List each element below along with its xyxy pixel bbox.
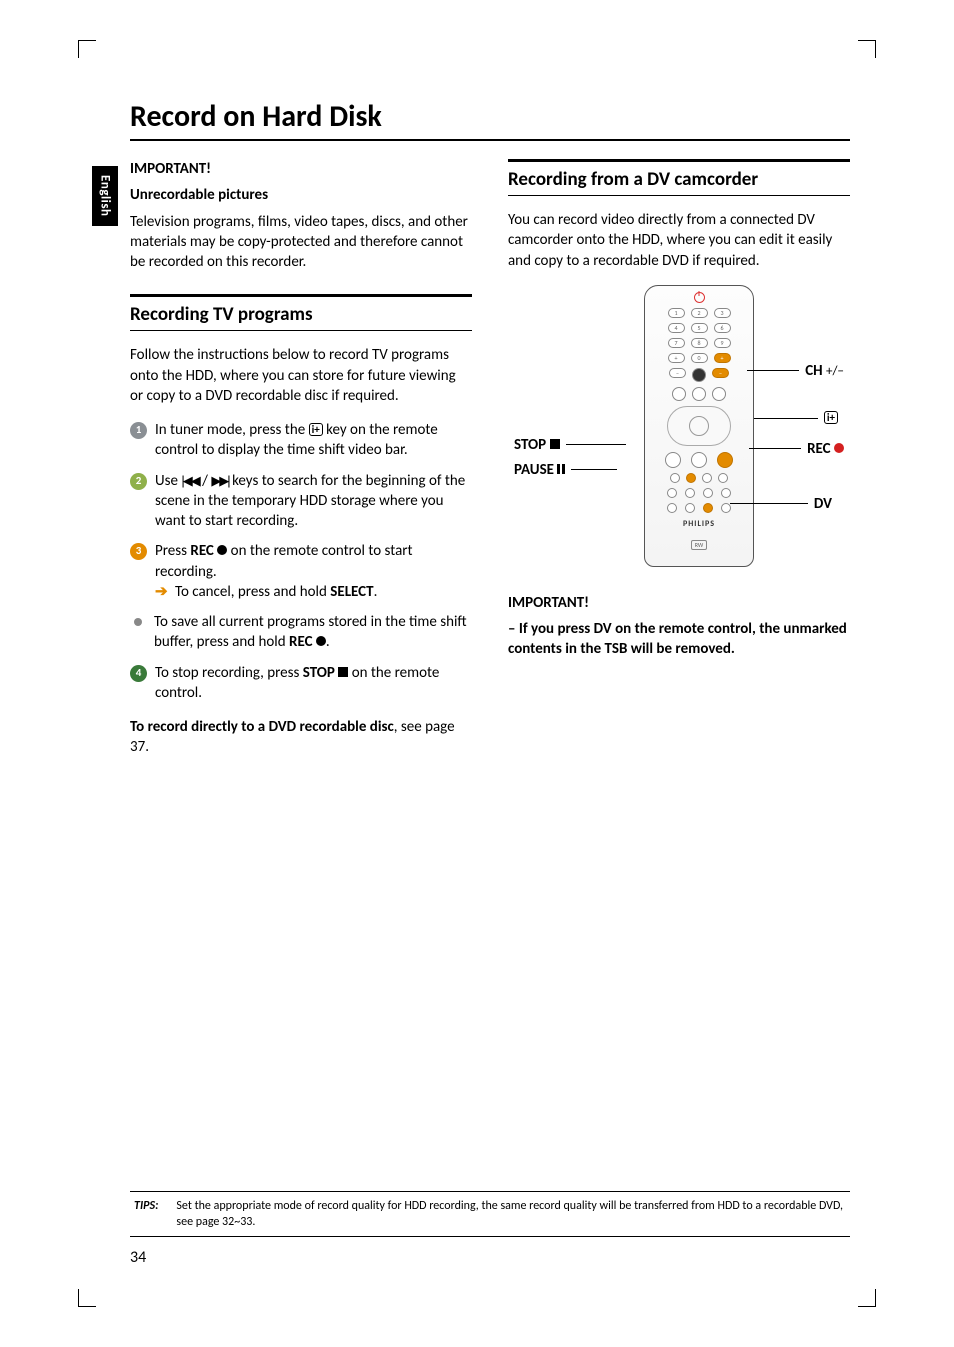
skip-fwd-icon: ▶▶| [211, 472, 228, 490]
callout-iplus: i+ [754, 412, 838, 425]
callout-stop: STOP [514, 436, 626, 454]
stop-icon-2 [550, 439, 560, 449]
step-3-cancel-select: SELECT [330, 583, 373, 601]
transport-row [645, 452, 753, 468]
record-icon-2 [316, 636, 326, 646]
remote-rw-badge: RW [645, 533, 753, 552]
dv-camcorder-heading: Recording from a DV camcorder [508, 159, 850, 196]
step-2-text-a: Use [155, 472, 181, 490]
right-important-heading: IMPORTANT! [508, 594, 589, 612]
remote-stop-btn [665, 452, 681, 468]
iplus-icon: i+ [309, 423, 323, 436]
left-column: IMPORTANT! Unrecordable pictures Televis… [130, 159, 472, 764]
callout-dv: DV [730, 495, 832, 513]
tips-label: TIPS: [134, 1198, 158, 1230]
remote-body: 123 456 789 +0+ −− PHILIPS [644, 285, 754, 567]
step-4-stop-label: STOP [303, 664, 335, 682]
step-1: 1 In tuner mode, press the i+ key on the… [130, 420, 472, 461]
unrecordable-body: Television programs, films, video tapes,… [130, 212, 472, 273]
record-icon [217, 545, 227, 555]
direct-record-a: To record directly to a DVD recordable d… [130, 718, 394, 736]
tips-text: Set the appropriate mode of record quali… [176, 1198, 846, 1230]
remote-brand: PHILIPS [645, 519, 753, 529]
step-2-text-b: keys to search for the beginning of the … [155, 472, 465, 531]
recording-tv-intro: Follow the instructions below to record … [130, 345, 472, 406]
bullet-save: To save all current programs stored in t… [130, 612, 472, 653]
step-3-cancel-c: . [374, 583, 378, 601]
callout-pause: PAUSE [514, 461, 617, 479]
pause-icon [557, 464, 565, 474]
direct-record-note: To record directly to a DVD recordable d… [130, 717, 472, 758]
step-1-text-a: In tuner mode, press the [155, 421, 309, 439]
bullet-save-b: . [326, 633, 330, 651]
step-1-bullet: 1 [130, 422, 147, 439]
step-3-text-a: Press [155, 542, 190, 560]
unrecordable-heading: Unrecordable pictures [130, 186, 268, 204]
skip-back-icon: |◀◀ [181, 472, 198, 490]
remote-rec-btn [717, 452, 733, 468]
language-tab: English [92, 166, 118, 226]
callout-ch: CH +/− [747, 362, 844, 380]
remote-diagram: 123 456 789 +0+ −− PHILIPS [514, 285, 844, 575]
step-3-cancel-a: To cancel, press and hold [175, 583, 330, 601]
record-icon-3 [834, 443, 844, 453]
important-heading: IMPORTANT! [130, 160, 211, 178]
step-3-bullet: 3 [130, 543, 147, 560]
right-important-body: – If you press DV on the remote control,… [508, 620, 847, 658]
callout-rec: REC [749, 440, 844, 458]
page-number: 34 [130, 1248, 146, 1267]
step-4-text-a: To stop recording, press [155, 664, 303, 682]
step-2-bullet: 2 [130, 473, 147, 490]
bullet-dot-icon [134, 618, 142, 626]
arrow-icon: ➔ [155, 583, 168, 601]
dpad [667, 406, 731, 446]
page-title: Record on Hard Disk [130, 98, 850, 141]
stop-icon [338, 667, 348, 677]
step-2: 2 Use |◀◀ / ▶▶| keys to search for the b… [130, 471, 472, 532]
remote-play-btn [691, 452, 707, 468]
bullet-save-rec: REC [289, 633, 312, 651]
crop-mark-bl [78, 1289, 96, 1307]
step-4-bullet: 4 [130, 665, 147, 682]
step-3: 3 Press REC on the remote control to sta… [130, 541, 472, 602]
tips-bar: TIPS: Set the appropriate mode of record… [130, 1191, 850, 1237]
right-column: Recording from a DV camcorder You can re… [508, 159, 850, 764]
recording-tv-heading: Recording TV programs [130, 294, 472, 331]
crop-mark-tl [78, 40, 96, 58]
dv-camcorder-intro: You can record video directly from a con… [508, 210, 850, 271]
step-4: 4 To stop recording, press STOP on the r… [130, 663, 472, 704]
crop-mark-br [858, 1289, 876, 1307]
iplus-icon-2: i+ [824, 411, 838, 424]
step-3-rec-label: REC [190, 542, 213, 560]
standby-icon [694, 292, 705, 303]
crop-mark-tr [858, 40, 876, 58]
